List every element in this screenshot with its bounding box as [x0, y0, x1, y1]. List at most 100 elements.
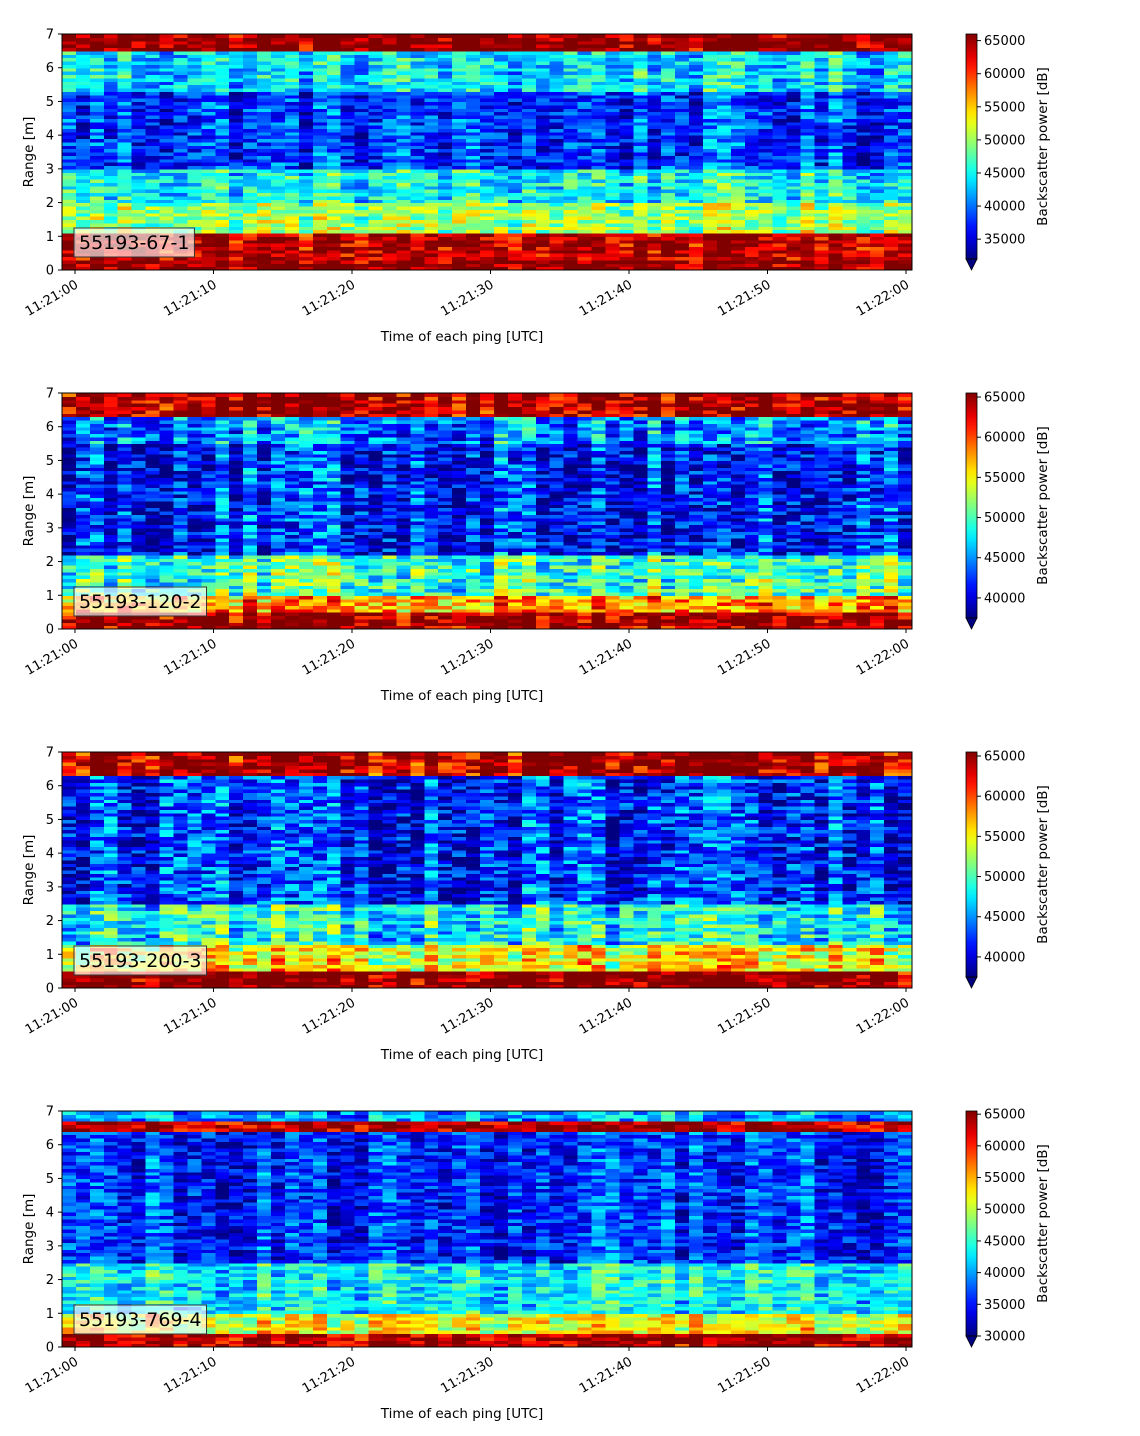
heatmap-cell: [814, 226, 829, 231]
heatmap-cell: [702, 135, 718, 140]
heatmap-cell: [675, 256, 690, 261]
heatmap-cell: [619, 34, 634, 38]
heatmap-cell: [549, 84, 565, 89]
heatmap-cell: [103, 426, 119, 431]
heatmap-cell: [159, 494, 175, 499]
heatmap-cell: [117, 403, 133, 408]
heatmap-cell: [507, 259, 523, 264]
heatmap-cell: [271, 175, 286, 180]
heatmap-cell: [535, 168, 551, 173]
heatmap-cell: [340, 64, 356, 69]
heatmap-cell: [173, 450, 189, 455]
heatmap-cell: [326, 172, 342, 177]
heatmap-cell: [452, 87, 467, 92]
heatmap-cell: [382, 243, 398, 247]
heatmap-cell: [842, 249, 857, 254]
heatmap-cell: [800, 57, 816, 62]
heatmap-cell: [354, 243, 370, 247]
heatmap-cell: [521, 185, 537, 190]
heatmap-cell: [814, 259, 829, 264]
heatmap-cell: [145, 541, 161, 546]
heatmap-cell: [521, 47, 537, 52]
heatmap-cell: [243, 256, 258, 261]
heatmap-cell: [173, 125, 189, 129]
heatmap-cell: [577, 212, 593, 217]
heatmap-cell: [689, 205, 704, 210]
heatmap-cell: [730, 64, 746, 69]
heatmap-cell: [563, 67, 579, 72]
heatmap-cell: [89, 111, 105, 116]
heatmap-cell: [326, 202, 342, 207]
heatmap-cell: [326, 104, 342, 109]
heatmap-cell: [131, 165, 147, 170]
heatmap-cell: [689, 266, 704, 271]
heatmap-cell: [145, 534, 161, 539]
heatmap-cell: [396, 155, 411, 160]
heatmap-cell: [744, 145, 760, 150]
heatmap-cell: [75, 477, 91, 482]
heatmap-cell: [117, 202, 133, 207]
heatmap-cell: [173, 409, 189, 414]
heatmap-cell: [229, 84, 244, 89]
heatmap-cell: [215, 81, 230, 86]
heatmap-cell: [507, 219, 523, 224]
heatmap-cell: [173, 205, 189, 210]
heatmap-cell: [159, 426, 175, 431]
heatmap-cell: [521, 44, 537, 49]
heatmap-cell: [424, 256, 439, 261]
heatmap-cell: [828, 87, 843, 92]
heatmap-cell: [326, 40, 342, 45]
heatmap-cell: [159, 182, 175, 187]
heatmap-cell: [229, 118, 244, 123]
heatmap-cell: [675, 205, 690, 210]
heatmap-cell: [103, 118, 119, 123]
heatmap-cell: [689, 114, 704, 119]
heatmap-cell: [410, 209, 425, 214]
heatmap-cell: [89, 558, 105, 563]
heatmap-cell: [271, 266, 286, 271]
heatmap-cell: [298, 87, 314, 92]
heatmap-cell: [619, 64, 634, 69]
heatmap-cell: [452, 131, 467, 136]
heatmap-cell: [201, 162, 216, 167]
heatmap-cell: [800, 91, 816, 96]
heatmap-cell: [257, 266, 272, 271]
heatmap-cell: [62, 615, 77, 620]
heatmap-cell: [424, 162, 439, 167]
heatmap-cell: [786, 219, 802, 224]
heatmap-cell: [716, 44, 732, 49]
heatmap-cell: [535, 34, 551, 38]
heatmap-cell: [786, 128, 802, 133]
heatmap-cell: [410, 249, 425, 254]
heatmap-cell: [354, 155, 370, 160]
heatmap-cell: [229, 243, 244, 247]
heatmap-cell: [786, 57, 802, 62]
heatmap-cell: [898, 67, 913, 72]
heatmap-cell: [159, 524, 175, 529]
heatmap-cell: [577, 131, 593, 136]
heatmap-cell: [131, 494, 147, 499]
heatmap-cell: [131, 34, 147, 38]
heatmap-cell: [786, 209, 802, 214]
heatmap-cell: [898, 165, 913, 170]
heatmap-cell: [549, 37, 565, 42]
heatmap-cell: [480, 222, 495, 227]
heatmap-cell: [605, 77, 620, 82]
heatmap-cell: [145, 446, 161, 451]
heatmap-cell: [368, 195, 384, 200]
heatmap-cell: [842, 148, 857, 153]
heatmap-cell: [271, 172, 286, 177]
heatmap-cell: [117, 71, 133, 76]
heatmap-cell: [201, 141, 216, 146]
heatmap-cell: [103, 558, 119, 563]
heatmap-cell: [382, 256, 398, 261]
heatmap-cell: [103, 618, 119, 623]
heatmap-cell: [62, 253, 77, 258]
heatmap-cell: [340, 121, 356, 126]
heatmap-cell: [145, 212, 161, 217]
heatmap-cell: [535, 192, 551, 197]
heatmap-cell: [187, 504, 202, 509]
heatmap-cell: [131, 209, 147, 214]
heatmap-cell: [814, 131, 829, 136]
heatmap-cell: [884, 202, 899, 207]
